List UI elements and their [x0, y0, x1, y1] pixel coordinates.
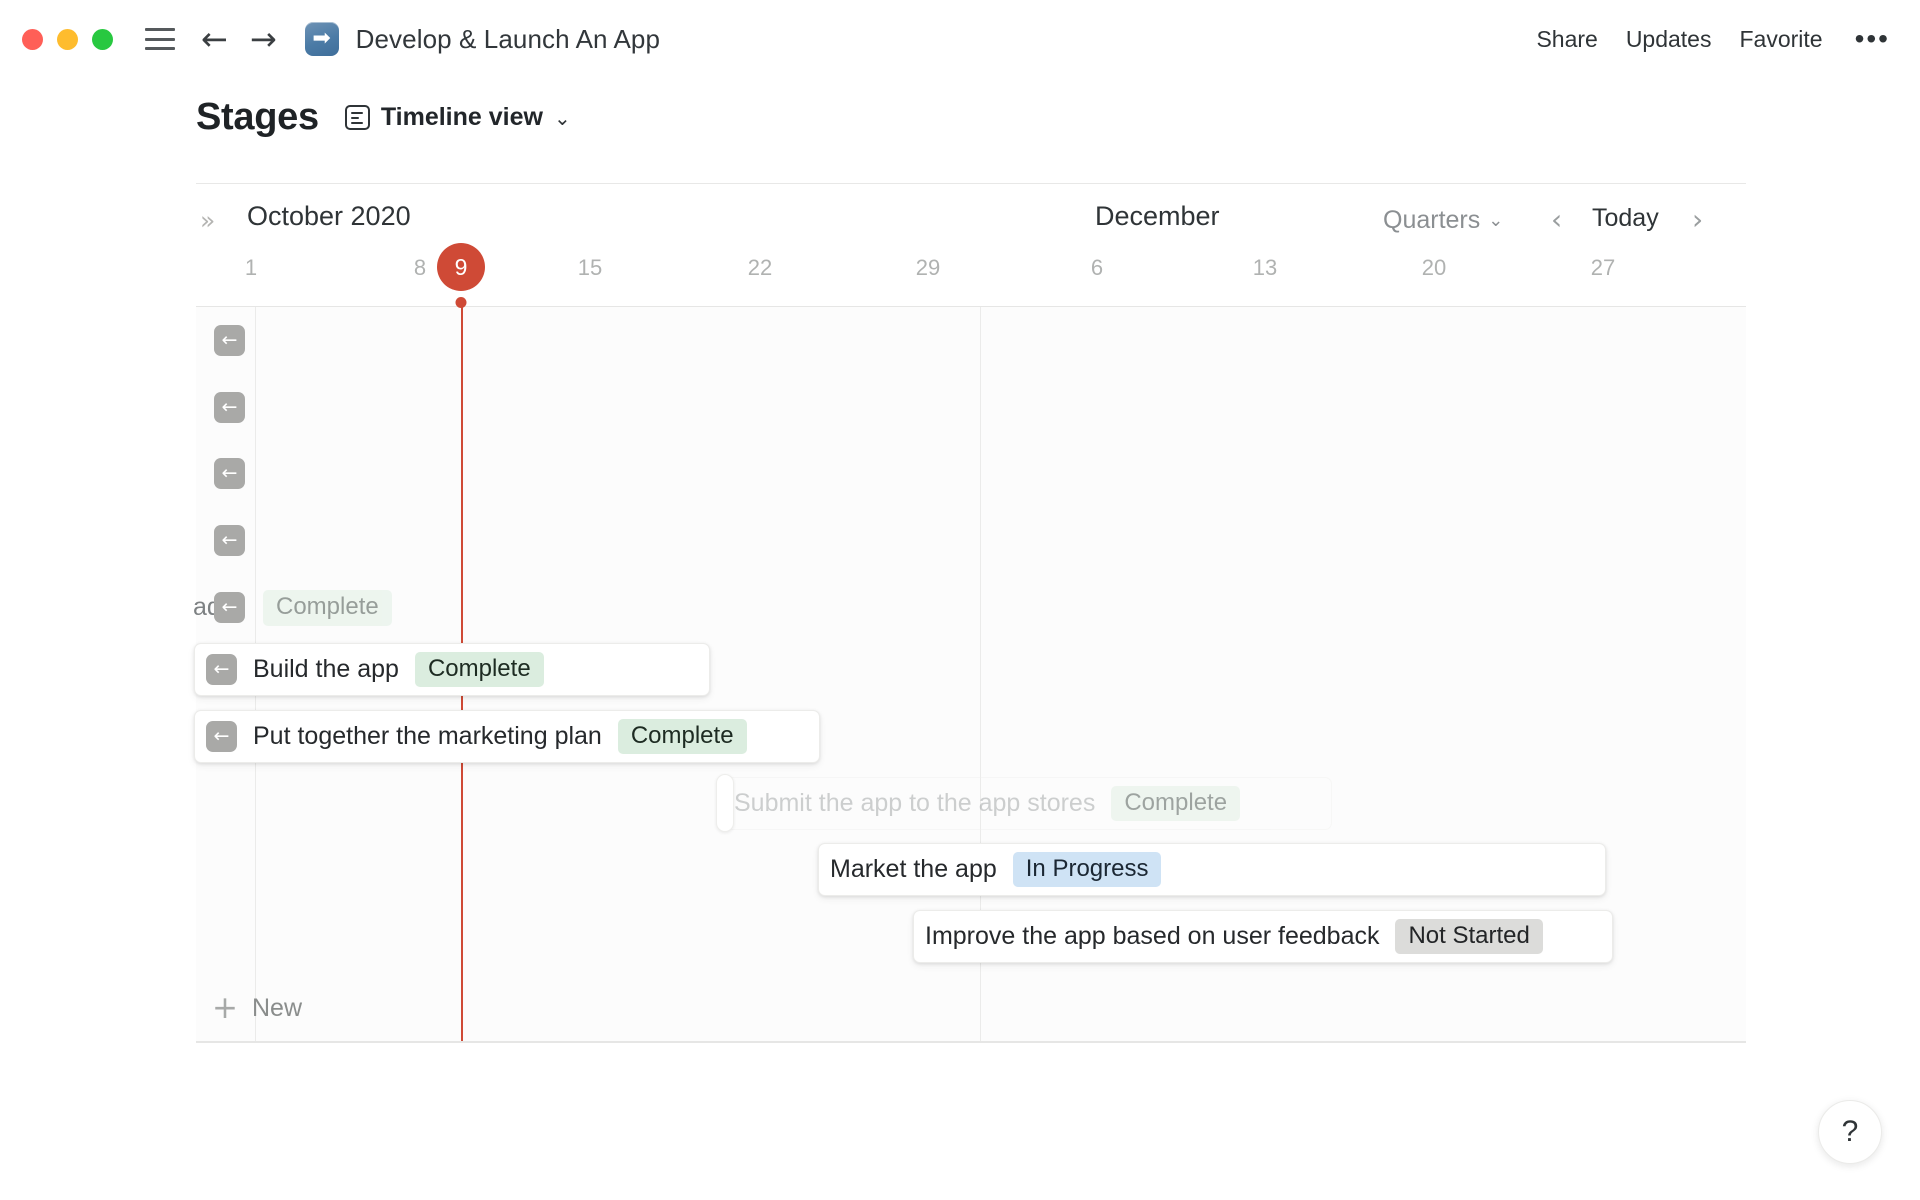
- timeline-tick-29: 29: [915, 255, 941, 280]
- updates-button[interactable]: Updates: [1625, 25, 1712, 52]
- scroll-back-chip[interactable]: ←: [206, 721, 237, 752]
- hamburger-menu-icon[interactable]: [145, 28, 175, 50]
- chevron-down-icon: ⌄: [1488, 210, 1504, 231]
- task-title: Build the app: [253, 655, 399, 683]
- timeline-task-bar[interactable]: ← Build the app Complete: [194, 643, 710, 696]
- today-date-marker: 9: [437, 243, 485, 291]
- forward-arrow-icon[interactable]: →: [249, 20, 277, 58]
- minimize-window-button[interactable]: [57, 28, 78, 50]
- document-emoji-icon: ➡: [304, 22, 339, 56]
- timeline-task-bar[interactable]: Market the app In Progress: [818, 843, 1606, 896]
- maximize-window-button[interactable]: [92, 28, 113, 50]
- timeline-scale-picker[interactable]: Quarters ⌄: [1383, 206, 1503, 235]
- timeline-today-button[interactable]: Today: [1592, 204, 1659, 232]
- share-button[interactable]: Share: [1536, 25, 1598, 52]
- plus-icon: +: [212, 990, 238, 1026]
- timeline-tick-13: 13: [1252, 255, 1278, 280]
- add-new-row-button[interactable]: + New: [212, 993, 302, 1024]
- grid-top-rule: [196, 306, 1746, 308]
- timeline-tick-22: 22: [747, 255, 773, 280]
- page-title: Stages: [196, 96, 319, 138]
- timeline-task-bar[interactable]: Improve the app based on user feedback No…: [913, 910, 1613, 963]
- timeline-tick-15: 15: [577, 255, 603, 280]
- status-badge: Not Started: [1395, 918, 1543, 955]
- timeline-task-bar[interactable]: ← Put together the marketing plan Complete: [194, 710, 820, 763]
- traffic-light-controls: [22, 28, 113, 50]
- scroll-back-chip[interactable]: ←: [214, 592, 245, 623]
- favorite-button[interactable]: Favorite: [1739, 25, 1823, 52]
- status-badge: Complete: [1111, 785, 1241, 822]
- scroll-back-chip[interactable]: ←: [214, 325, 245, 356]
- add-new-row-label: New: [251, 994, 302, 1022]
- scroll-back-chip[interactable]: ←: [214, 458, 245, 489]
- scroll-back-chip[interactable]: ←: [206, 654, 237, 685]
- timeline-scale-label: Quarters: [1383, 206, 1481, 234]
- question-mark-icon: ?: [1841, 1115, 1859, 1148]
- scroll-back-chip[interactable]: ←: [214, 525, 245, 556]
- titlebar-actions: Share Updates Favorite •••: [1536, 0, 1890, 78]
- timeline-month-secondary: December: [1095, 201, 1220, 231]
- view-switcher[interactable]: Timeline view ⌄: [344, 103, 571, 132]
- task-bar-left-stub[interactable]: [716, 774, 734, 832]
- task-title: Improve the app based on user feedback: [925, 922, 1380, 950]
- timeline-prev-button[interactable]: ‹: [1551, 203, 1563, 236]
- timeline-month-primary: October 2020: [247, 201, 411, 231]
- window-title-bar: ← → ➡ Develop & Launch An App Share Upda…: [0, 0, 1920, 78]
- timeline-tick-27: 27: [1590, 255, 1616, 280]
- timeline-tick-20: 20: [1421, 255, 1447, 280]
- timeline-date-scale: 1 8 15 22 29 6 13 20 27 9: [0, 243, 1920, 303]
- timeline-tick-8: 8: [413, 255, 427, 280]
- timeline-header: » October 2020 December Quarters ⌄ ‹ Tod…: [0, 196, 1920, 258]
- task-title: Submit the app to the app stores: [734, 789, 1096, 817]
- grid-divider-line: [980, 307, 981, 1042]
- chevron-down-icon: ⌄: [553, 105, 571, 130]
- timeline-view-icon: [344, 105, 370, 130]
- task-title: Market the app: [830, 855, 997, 883]
- task-title: Put together the marketing plan: [253, 722, 602, 750]
- timeline-task-bar[interactable]: Submit the app to the app stores Complete: [722, 777, 1332, 830]
- document-title: Develop & Launch An App: [355, 23, 661, 54]
- scroll-back-chip[interactable]: ←: [214, 392, 245, 423]
- timeline-next-button[interactable]: ›: [1692, 203, 1704, 236]
- header-divider: [196, 183, 1746, 184]
- timeline-tick-6: 6: [1090, 255, 1104, 280]
- status-badge: In Progress: [1012, 851, 1162, 888]
- grid-bottom-rule: [196, 1041, 1746, 1043]
- more-options-icon[interactable]: •••: [1854, 23, 1890, 54]
- expand-chevrons-icon[interactable]: »: [200, 206, 215, 235]
- status-badge: Complete: [617, 718, 747, 755]
- view-name-label: Timeline view: [380, 103, 543, 131]
- close-window-button[interactable]: [22, 28, 43, 50]
- today-indicator-dot: [455, 297, 467, 308]
- status-badge: Complete: [263, 590, 392, 626]
- timeline-tick-1: 1: [244, 255, 258, 280]
- back-arrow-icon[interactable]: ←: [201, 20, 228, 58]
- help-button[interactable]: ?: [1818, 1100, 1882, 1164]
- page-header: Stages Timeline view ⌄: [196, 96, 571, 139]
- status-badge: Complete: [414, 651, 544, 688]
